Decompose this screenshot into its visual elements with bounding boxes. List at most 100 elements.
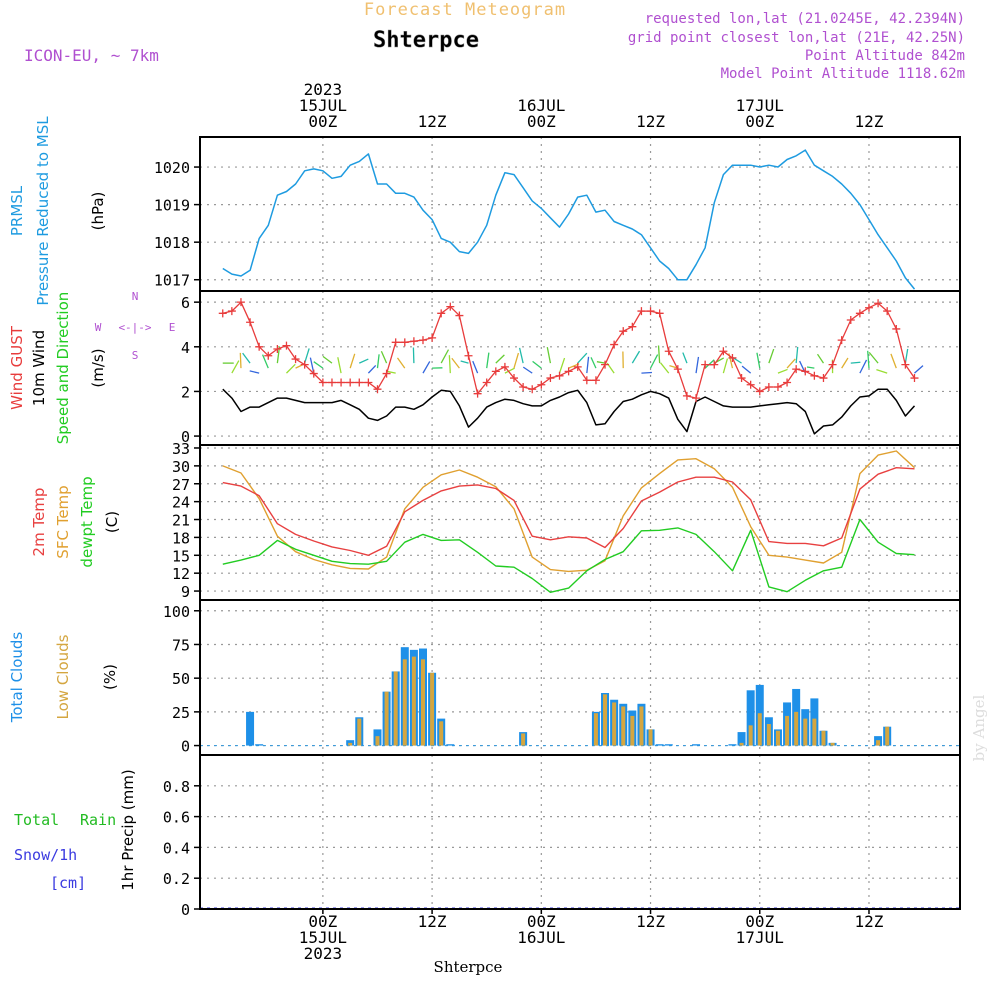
top-time-label: 2023 (304, 80, 343, 99)
temp-ytick-label: 27 (172, 476, 190, 494)
gust-marker (792, 365, 801, 374)
wind-arrow (504, 367, 515, 374)
bottom-time-label: 17JUL (736, 928, 784, 947)
gust-marker (783, 378, 792, 387)
temp-label-dewpt: dewpt Temp (78, 476, 96, 567)
top-time-label: 00Z (527, 112, 556, 131)
gust-marker (337, 378, 346, 387)
wind-arrow (890, 353, 897, 369)
wind-arrow (242, 352, 251, 364)
low-cloud-bar (812, 718, 817, 746)
gust-marker (255, 342, 264, 351)
clouds-ytick-label: 100 (163, 603, 190, 621)
temp-ytick-label: 9 (181, 583, 190, 601)
gust-marker (473, 389, 482, 398)
gust-marker (682, 391, 691, 400)
wind-arrow (868, 351, 879, 364)
low-cloud-bar (384, 691, 389, 746)
gust-marker (482, 378, 491, 387)
precip-ytick-label: 0.8 (163, 778, 190, 796)
wind-unit: (m/s) (89, 348, 107, 387)
wind-arrow (649, 354, 659, 369)
compass-e: E (169, 321, 176, 334)
wind-arrow (396, 357, 406, 369)
gust-marker (819, 374, 828, 383)
low-cloud-bar (775, 730, 780, 746)
total-cloud-bar (692, 744, 701, 746)
gust-marker (318, 378, 327, 387)
gust-marker (236, 298, 245, 307)
gust-marker (409, 337, 418, 346)
low-cloud-bar (593, 713, 598, 746)
low-cloud-bar (621, 706, 626, 746)
bottom-time-label: 00Z (745, 912, 774, 931)
gust-marker (510, 374, 519, 383)
gust-marker (710, 360, 719, 369)
pressure-ytick-label: 1020 (154, 159, 190, 177)
bottom-time-label: 12Z (418, 912, 447, 931)
compass-w: W (95, 321, 102, 334)
low-cloud-bar (876, 740, 881, 746)
wind-arrow (756, 352, 761, 369)
wind-arrow (631, 350, 641, 364)
bottom-time-label: 15JUL (299, 928, 347, 947)
wind-ytick-label: 0 (181, 428, 190, 446)
wind-arrow (768, 348, 775, 364)
gust-marker (437, 309, 446, 318)
gust-marker (500, 362, 509, 371)
low-cloud-bar (439, 721, 444, 746)
clouds-ytick-label: 50 (172, 670, 190, 688)
wind-arrow (231, 360, 240, 374)
gust-marker (846, 316, 855, 325)
gust-marker (519, 382, 528, 391)
total-cloud-bar (255, 744, 264, 746)
compass-arrows: <-|-> (118, 321, 151, 334)
clouds-label-total: Total Clouds (8, 632, 26, 724)
gust-marker (455, 311, 464, 320)
wind-arrow (359, 358, 369, 364)
wind-panel-frame (199, 290, 961, 446)
temp-label-2m: 2m Temp (30, 488, 48, 557)
gust-marker (418, 336, 427, 345)
pressure-panel-frame (199, 136, 961, 292)
precip-ytick-label: 0 (181, 901, 190, 919)
wind-arrow (577, 352, 588, 364)
precip-label-cm: [cm] (50, 874, 86, 892)
total-cloud-bar (737, 732, 746, 746)
dewpt-line (222, 518, 915, 593)
wind-arrow (695, 356, 700, 374)
wind-ytick-label: 2 (181, 383, 190, 401)
wind-ytick-label: 4 (181, 339, 190, 357)
gust-marker (564, 367, 573, 376)
low-cloud-bar (612, 702, 617, 746)
gust-marker (555, 371, 564, 380)
gust-marker (619, 327, 628, 336)
gust-marker (391, 338, 400, 347)
wind-arrow (322, 355, 333, 364)
model-altitude: Model Point Altitude 1118.62m (721, 66, 965, 82)
wind-arrow (472, 360, 479, 374)
precip-ytick-label: 0.2 (163, 870, 190, 888)
temp-2m-line (222, 467, 915, 556)
bottom-time-label: 12Z (855, 912, 884, 931)
wind-arrow (682, 352, 688, 364)
gust-marker (227, 307, 236, 316)
pressure-ytick-label: 1017 (154, 272, 190, 290)
wind-arrow (376, 354, 380, 369)
gust-marker (746, 380, 755, 389)
wind-arrow (859, 359, 868, 374)
gust-marker (273, 345, 282, 354)
wind-arrow (722, 358, 729, 374)
clouds-grid (200, 600, 960, 755)
gust-marker (673, 365, 682, 374)
low-cloud-bar (402, 659, 407, 746)
wind-arrow (286, 363, 296, 374)
gust-marker (773, 382, 782, 391)
gust-marker (373, 385, 382, 394)
temp-ytick-label: 15 (172, 547, 190, 565)
gust-marker (491, 367, 500, 376)
bottom-time-label: 12Z (636, 912, 665, 931)
gust-marker (874, 299, 883, 308)
low-cloud-bar (411, 656, 416, 746)
low-cloud-bar (821, 730, 826, 746)
